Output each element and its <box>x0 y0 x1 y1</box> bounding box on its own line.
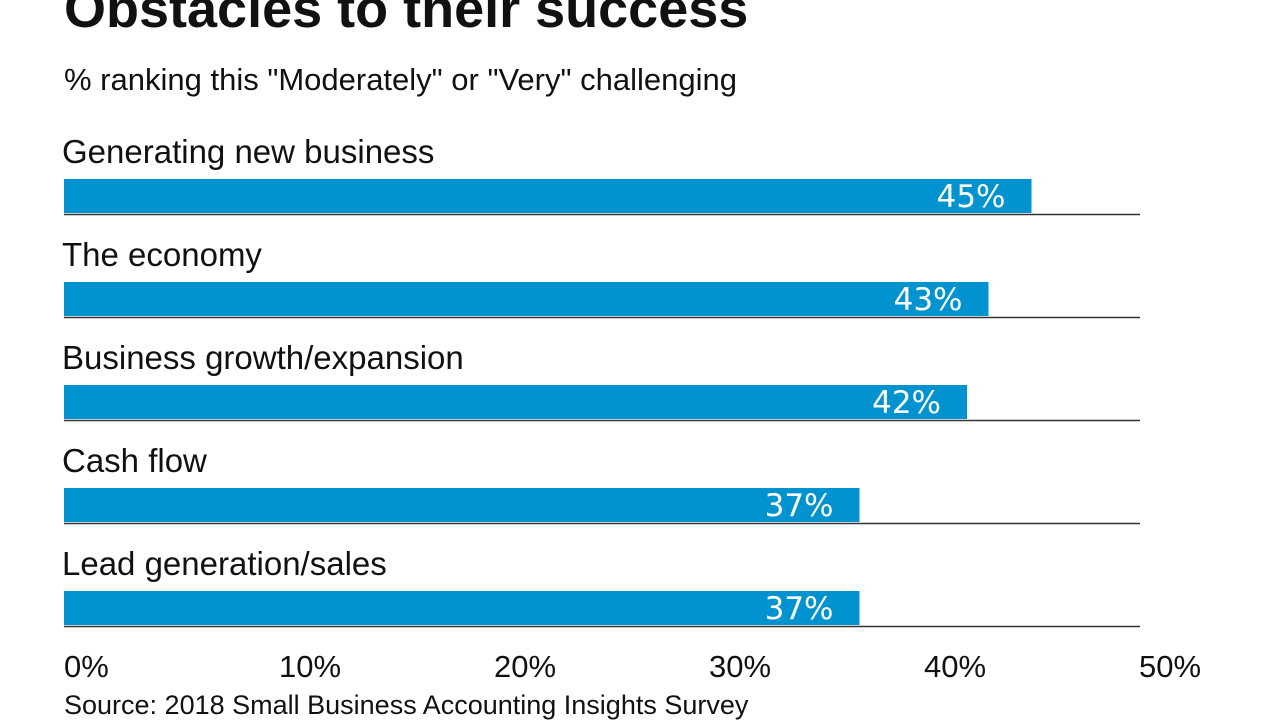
data-label: 37% <box>765 591 834 627</box>
category-label: Cash flow <box>62 442 207 479</box>
data-label: 37% <box>765 488 834 524</box>
bar <box>64 179 1032 213</box>
bar <box>64 282 989 316</box>
x-tick-label: 20% <box>494 649 556 684</box>
category-label: The economy <box>62 236 262 273</box>
category-label: Business growth/expansion <box>62 339 464 376</box>
bar <box>64 591 860 625</box>
data-label: 45% <box>937 179 1006 215</box>
chart-title: Obstacles to their success <box>64 0 749 39</box>
x-tick-label: 10% <box>279 649 341 684</box>
bar <box>64 385 967 419</box>
x-tick-label: 0% <box>64 649 109 684</box>
data-label: 42% <box>872 385 941 421</box>
x-tick-label: 50% <box>1139 649 1201 684</box>
chart-subtitle: % ranking this "Moderately" or "Very" ch… <box>64 62 737 97</box>
x-tick-label: 30% <box>709 649 771 684</box>
source-note: Source: 2018 Small Business Accounting I… <box>64 690 749 720</box>
bar <box>64 488 860 522</box>
category-label: Lead generation/sales <box>62 545 387 582</box>
x-tick-label: 40% <box>924 649 986 684</box>
data-label: 43% <box>894 282 963 318</box>
category-label: Generating new business <box>62 133 434 170</box>
